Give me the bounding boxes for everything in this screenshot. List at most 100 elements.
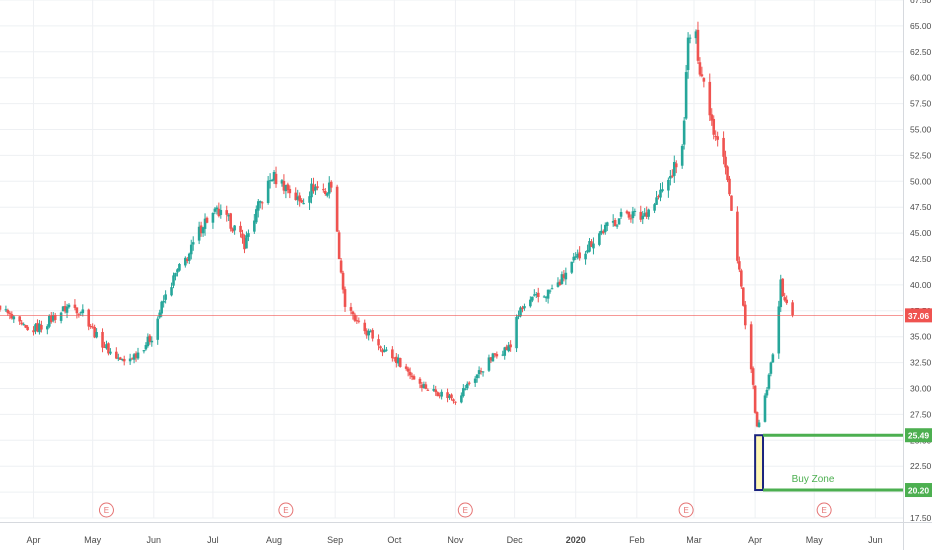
- candle-body: [245, 235, 248, 248]
- candle-body: [464, 389, 467, 390]
- candle-body: [618, 218, 621, 224]
- candle-body: [399, 358, 402, 367]
- earnings-marker-label: E: [104, 506, 109, 515]
- candle-body: [338, 232, 341, 259]
- candle-body: [703, 78, 706, 82]
- candle-body: [785, 300, 788, 303]
- candle-body: [598, 233, 601, 245]
- x-tick-label: Jul: [207, 535, 219, 545]
- candle-body: [95, 332, 98, 337]
- candle-body: [275, 174, 278, 184]
- candle-body: [781, 279, 784, 296]
- buy-zone-layer: Buy Zone: [755, 435, 903, 490]
- buy-zone-label: Buy Zone: [792, 474, 835, 485]
- grid-layer: [0, 0, 903, 518]
- candle-body: [101, 332, 104, 348]
- y-tick-label: 50.00: [910, 176, 932, 186]
- candle-body: [728, 179, 731, 194]
- candle-body: [212, 213, 215, 223]
- candle-body: [689, 38, 692, 39]
- candle-body: [482, 371, 485, 372]
- candle-body: [419, 379, 422, 384]
- candle-body: [476, 374, 479, 378]
- candle-body: [123, 359, 126, 361]
- earnings-marker-label: E: [283, 506, 288, 515]
- x-tick-label: Aug: [266, 535, 282, 545]
- candle-body: [257, 201, 260, 210]
- x-tick-label: Mar: [686, 535, 702, 545]
- candle-body: [206, 218, 209, 223]
- candle-body: [115, 352, 118, 359]
- candle-body: [78, 314, 81, 315]
- x-tick-label: Sep: [327, 535, 343, 545]
- candle-body: [628, 212, 631, 218]
- candle-body: [772, 354, 775, 362]
- y-tick-label: 52.50: [910, 150, 932, 160]
- candle-body: [87, 310, 90, 327]
- candle-body: [363, 323, 366, 331]
- y-tick-label: 45.00: [910, 228, 932, 238]
- earnings-marker-label: E: [683, 506, 688, 515]
- candle-body: [391, 349, 394, 358]
- candle-body: [474, 379, 477, 383]
- candle-body: [220, 210, 223, 215]
- y-tick-label: 30.00: [910, 384, 932, 394]
- candle-body: [460, 395, 463, 402]
- candle-body: [405, 366, 408, 368]
- x-tick-label: Oct: [387, 535, 402, 545]
- candle-body: [26, 327, 29, 330]
- x-tick-label: Apr: [748, 535, 762, 545]
- candle-body: [330, 182, 333, 188]
- candle-body: [434, 389, 437, 392]
- candle-body: [371, 330, 374, 339]
- candle-body: [758, 422, 761, 426]
- y-tick-label: 42.50: [910, 254, 932, 264]
- candle-body: [616, 225, 619, 226]
- x-tick-label: Jun: [868, 535, 883, 545]
- y-tick-label: 40.00: [910, 280, 932, 290]
- candle-body: [151, 341, 154, 343]
- candle-body: [578, 252, 581, 258]
- candle-body: [190, 245, 193, 255]
- candle-body: [701, 74, 704, 76]
- candle-body: [620, 212, 623, 217]
- candle-body: [687, 38, 690, 70]
- candle-body: [699, 62, 702, 74]
- candle-body: [377, 339, 380, 345]
- candle-body: [768, 375, 771, 389]
- candle-body: [515, 317, 518, 348]
- candle-body: [764, 395, 767, 421]
- current-price-tag: 37.06: [908, 311, 930, 321]
- candle-body: [76, 307, 79, 313]
- candle-body: [592, 244, 595, 249]
- candle-body: [478, 370, 481, 374]
- x-tick-label: 2020: [566, 535, 586, 545]
- candle-body: [742, 287, 745, 305]
- candle-body: [358, 321, 361, 322]
- candle-body: [425, 384, 428, 388]
- candle-body: [164, 294, 167, 299]
- candle-body: [791, 302, 794, 315]
- candle-body: [685, 72, 688, 119]
- candle-body: [109, 352, 112, 354]
- candle-body: [289, 189, 292, 193]
- candle-body: [661, 189, 664, 191]
- candle-body: [584, 254, 587, 260]
- candle-body: [352, 312, 355, 315]
- y-tick-label: 27.50: [910, 409, 932, 419]
- candle-body: [614, 220, 617, 226]
- candle-body: [630, 218, 633, 219]
- candle-body: [137, 353, 140, 359]
- x-tick-label: Jun: [147, 535, 162, 545]
- candle-body: [0, 306, 1, 310]
- x-tick-label: Apr: [27, 535, 41, 545]
- candle-body: [740, 270, 743, 286]
- candle-body: [427, 390, 430, 391]
- candle-body: [551, 288, 554, 289]
- candle-body: [255, 209, 258, 222]
- candle-body: [342, 273, 345, 290]
- y-tick-label: 32.50: [910, 358, 932, 368]
- zone-lower-tag: 20.20: [908, 486, 930, 496]
- x-tick-label: May: [806, 535, 824, 545]
